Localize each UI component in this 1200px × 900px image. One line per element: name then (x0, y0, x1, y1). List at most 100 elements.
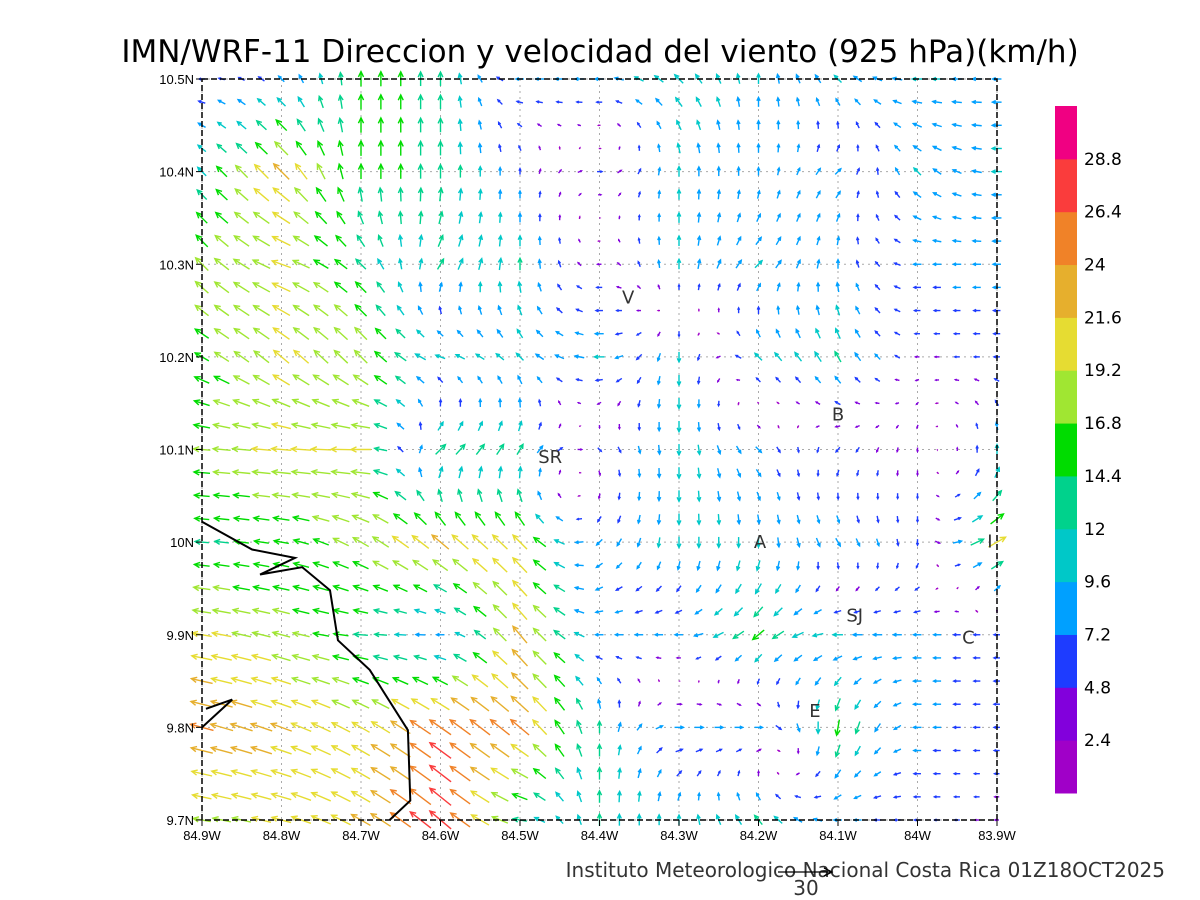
wind-vector-interp (596, 401, 602, 405)
wind-arrow-shaft (216, 166, 228, 178)
wind-arrow-head (229, 745, 238, 753)
wind-arrow-shaft (375, 305, 386, 317)
wind-vector-interp (596, 766, 603, 780)
wind-arrow-head (352, 561, 360, 567)
wind-vector-interp (232, 584, 251, 592)
wind-arrow-shaft (194, 376, 210, 384)
wind-vector-interp (290, 468, 311, 476)
wind-vector-interp (511, 792, 528, 801)
wind-vector-interp (535, 100, 543, 104)
wind-vector-interp (232, 281, 250, 293)
wind-vector-interp (853, 794, 862, 800)
wind-arrow-head (952, 632, 957, 637)
wind-arrow-head (932, 192, 937, 197)
wind-arrow-head (837, 167, 842, 173)
wind-vector-interp (776, 771, 780, 775)
wind-vector-interp (457, 164, 464, 178)
wind-vector-interp (510, 695, 530, 713)
wind-vector (753, 352, 763, 361)
wind-vector-interp (415, 375, 425, 384)
wind-arrow-head (893, 122, 898, 127)
wind-arrow-head (696, 357, 701, 362)
wind-arrow-shaft (533, 559, 547, 571)
wind-arrow-head (796, 473, 801, 478)
wind-vector-interp (815, 327, 821, 339)
wind-arrow-shaft (532, 673, 547, 689)
wind-vector-interp (875, 213, 880, 221)
wind-arrow-shaft (214, 517, 230, 521)
wind-arrow-shaft (292, 423, 311, 430)
wind-vector-interp (292, 374, 310, 386)
wind-vector-interp (310, 768, 331, 779)
wind-arrow-shaft (334, 350, 349, 364)
wind-arrow-head (539, 444, 544, 450)
wind-arrow-shaft (294, 187, 309, 202)
wind-arrow-head (594, 378, 599, 382)
wind-vector-interp (430, 697, 450, 711)
wind-arrow-shaft (390, 789, 412, 805)
wind-vector-interp (875, 538, 880, 548)
wind-vector-interp (252, 211, 270, 224)
wind-vector-interp (855, 236, 860, 245)
wind-arrow-shaft (393, 513, 408, 525)
wind-vector-interp (271, 584, 290, 591)
wind-vector-interp (575, 675, 584, 686)
wind-vector-interp (856, 213, 860, 222)
wind-arrow-head (914, 379, 918, 382)
wind-arrow-shaft (493, 627, 507, 642)
wind-arrow-head (357, 69, 365, 78)
wind-vector-interp (970, 122, 982, 128)
wind-arrow-shaft (354, 327, 368, 341)
wind-arrow-head (292, 538, 300, 545)
wind-arrow-shaft (332, 677, 350, 685)
wind-vector-interp (418, 233, 424, 247)
wind-vector-interp (637, 423, 642, 432)
wind-arrow-shaft (575, 654, 585, 662)
wind-vector-interp (252, 515, 270, 522)
wind-arrow-head (756, 72, 761, 78)
wind-vector-interp (776, 189, 781, 199)
wind-arrow-head (614, 332, 619, 336)
wind-arrow-head (373, 350, 381, 358)
wind-arrow-shaft (399, 211, 402, 225)
wind-vector-interp (337, 162, 344, 180)
wind-arrow-shaft (470, 743, 491, 758)
wind-vector-interp (716, 769, 721, 777)
wind-arrow-head (389, 766, 397, 773)
wind-arrow-head (477, 142, 483, 148)
wind-arrow-head (498, 420, 503, 426)
wind-vector-interp (555, 516, 564, 522)
wind-arrow-head (914, 587, 918, 591)
wind-arrow-head (617, 721, 622, 727)
wind-vector-interp (477, 188, 483, 200)
wind-arrow-shaft (331, 423, 351, 429)
wind-arrow-head (329, 446, 337, 453)
wind-arrow-head (375, 304, 382, 311)
wind-arrow-head (478, 234, 484, 241)
wind-vector-interp (932, 192, 942, 198)
wind-arrow-head (393, 632, 400, 638)
wind-arrow-head (911, 262, 917, 267)
wind-arrow-head (875, 425, 878, 429)
wind-arrow-head (814, 401, 819, 404)
wind-vector-interp (675, 748, 684, 753)
wind-arrow-shaft (318, 96, 324, 109)
wind-vector-interp (293, 186, 309, 202)
wind-vector-interp (236, 120, 247, 130)
wind-vector-interp (696, 142, 701, 154)
wind-arrow-head (251, 259, 260, 266)
wind-arrow-head (409, 765, 417, 772)
wind-arrow-head (937, 518, 941, 521)
wind-vector-interp (972, 772, 980, 776)
wind-arrow-shaft (394, 655, 408, 661)
wind-arrow-head (190, 630, 199, 638)
wind-arrow-head (474, 511, 482, 519)
wind-arrow-head (357, 93, 365, 101)
wind-arrow-head (312, 538, 320, 545)
wind-arrow-shaft (512, 557, 528, 574)
wind-vector (511, 625, 528, 644)
wind-vector (434, 354, 446, 360)
wind-arrow-shaft (231, 770, 252, 778)
wind-arrow-head (438, 465, 444, 472)
wind-arrow-head (289, 445, 298, 453)
